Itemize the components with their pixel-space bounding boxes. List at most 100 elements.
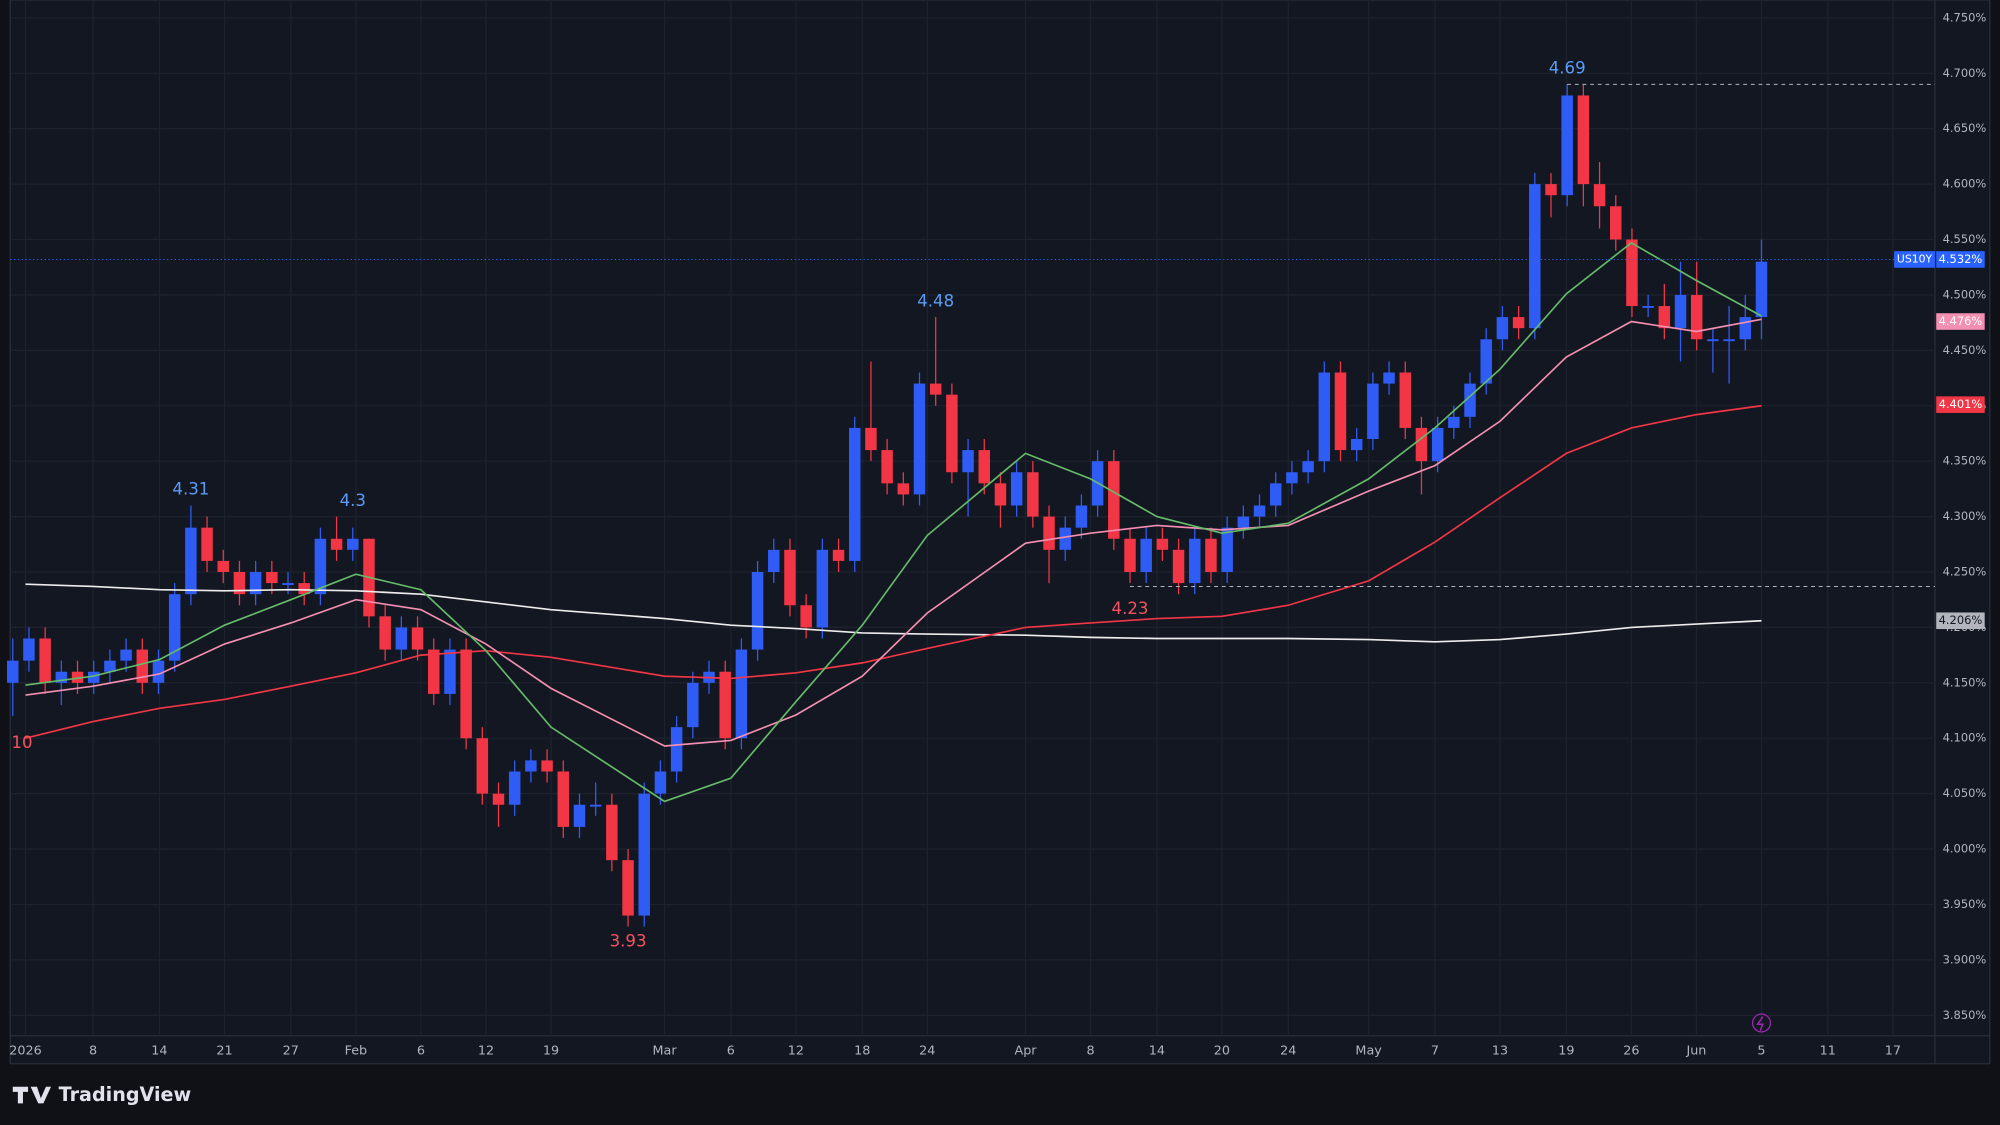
y-tick-label: 4.150% [1943,675,1987,689]
candle-body [1253,505,1266,517]
y-tick-label: 4.650% [1943,121,1987,135]
candle-body [1156,538,1169,550]
candle-body [55,671,68,683]
x-tick-label: Apr [1014,1044,1037,1059]
candle-body [185,527,197,595]
x-tick-label: 6 [727,1044,735,1059]
y-tick-label: 4.100% [1943,731,1987,745]
x-tick-label: 13 [1492,1044,1508,1059]
candle-body [395,627,408,650]
candle-body [670,727,683,772]
candle-body [1529,184,1541,329]
x-tick-label: 5 [1757,1044,1765,1059]
candle-body [881,450,893,484]
candle-body [1545,184,1557,196]
candle-body [1723,339,1735,342]
candle-body [978,450,991,484]
ma-badge [1936,612,1985,630]
x-tick-label: Jun [1685,1044,1706,1059]
candle-body [1707,339,1719,342]
candle-body [541,760,553,772]
candle-body [508,771,521,805]
candle-body [1334,372,1347,451]
y-tick-label: 4.300% [1943,509,1987,523]
candle-body [1075,505,1088,528]
ma-badge [1936,396,1985,413]
candle-body [1674,294,1687,329]
logo-icon [12,1086,52,1104]
candle-body [638,793,650,916]
candle-body [1367,383,1379,440]
candle-body [1043,516,1055,550]
candle-body [1205,538,1217,572]
x-tick-label: 19 [1558,1044,1574,1059]
x-tick-label: 20 [1214,1044,1230,1059]
candle-body [751,571,764,650]
candle-body [816,549,829,628]
y-tick-label: 3.850% [1943,1008,1987,1022]
candle-body [282,583,294,585]
candle-body [1593,184,1606,207]
candle-body [1739,317,1752,340]
candle-body [1350,439,1363,451]
candle-body [865,427,877,451]
brand: TradingView [59,1083,192,1106]
candle-body [606,804,618,861]
candle-body [201,527,213,561]
x-tick-label: 12 [788,1044,804,1059]
x-tick-label: 2026 [9,1044,41,1059]
extreme-label: 4.48 [917,291,954,310]
y-tick-label: 3.900% [1943,952,1987,966]
candle-body [1140,538,1152,572]
x-tick-label: Mar [653,1044,678,1059]
moving-average-line [25,404,1762,740]
candle-body [719,671,731,739]
candle-body [233,571,246,595]
y-tick-label: 4.700% [1943,66,1987,80]
candle-body [298,583,310,595]
candle-body [654,771,667,794]
event-icon[interactable] [1751,1013,1772,1033]
candle-body [994,483,1007,506]
ma-badge-label: 4.206% [1939,613,1983,627]
plot-area [9,0,1991,1065]
edge-label: 10 [11,733,32,752]
moving-average-line [25,318,1762,747]
y-tick-label: 4.000% [1943,842,1987,856]
marks [7,83,1935,927]
y-tick-label: 3.950% [1943,897,1987,911]
candle-body [1269,483,1282,506]
x-tick-label: 7 [1431,1044,1439,1059]
candle-body [39,638,51,683]
candle-body [7,660,19,683]
candle-body [1383,372,1395,384]
candle-body [1059,527,1071,550]
candle-body [460,649,472,739]
candle-body [444,649,456,694]
moving-average-line [25,583,1762,643]
x-tick-label: 26 [1623,1044,1639,1059]
x-tick-label: 6 [417,1044,425,1059]
candle-body [1302,461,1314,473]
x-tick-label: 17 [1885,1044,1901,1059]
candle-body [589,804,602,807]
candle-body [1561,95,1573,196]
x-tick-label: 21 [216,1044,232,1059]
candle-body [525,760,537,772]
x-tick-label: 24 [919,1044,935,1059]
x-tick-label: Feb [345,1044,368,1059]
candle-body [1626,239,1638,307]
candle-body [104,660,116,672]
y-tick-label: 4.250% [1943,564,1987,578]
candle-body [492,793,505,805]
candle-body [314,538,327,595]
candle-body [897,483,910,495]
y-tick-label: 4.050% [1943,786,1987,800]
candle-body [379,616,391,650]
candle-body [784,549,796,606]
ma-badge [1936,313,1985,330]
event-icon-bolt [1756,1016,1764,1031]
ma-badge-label: 4.476% [1939,314,1983,328]
candle-body [800,605,812,628]
